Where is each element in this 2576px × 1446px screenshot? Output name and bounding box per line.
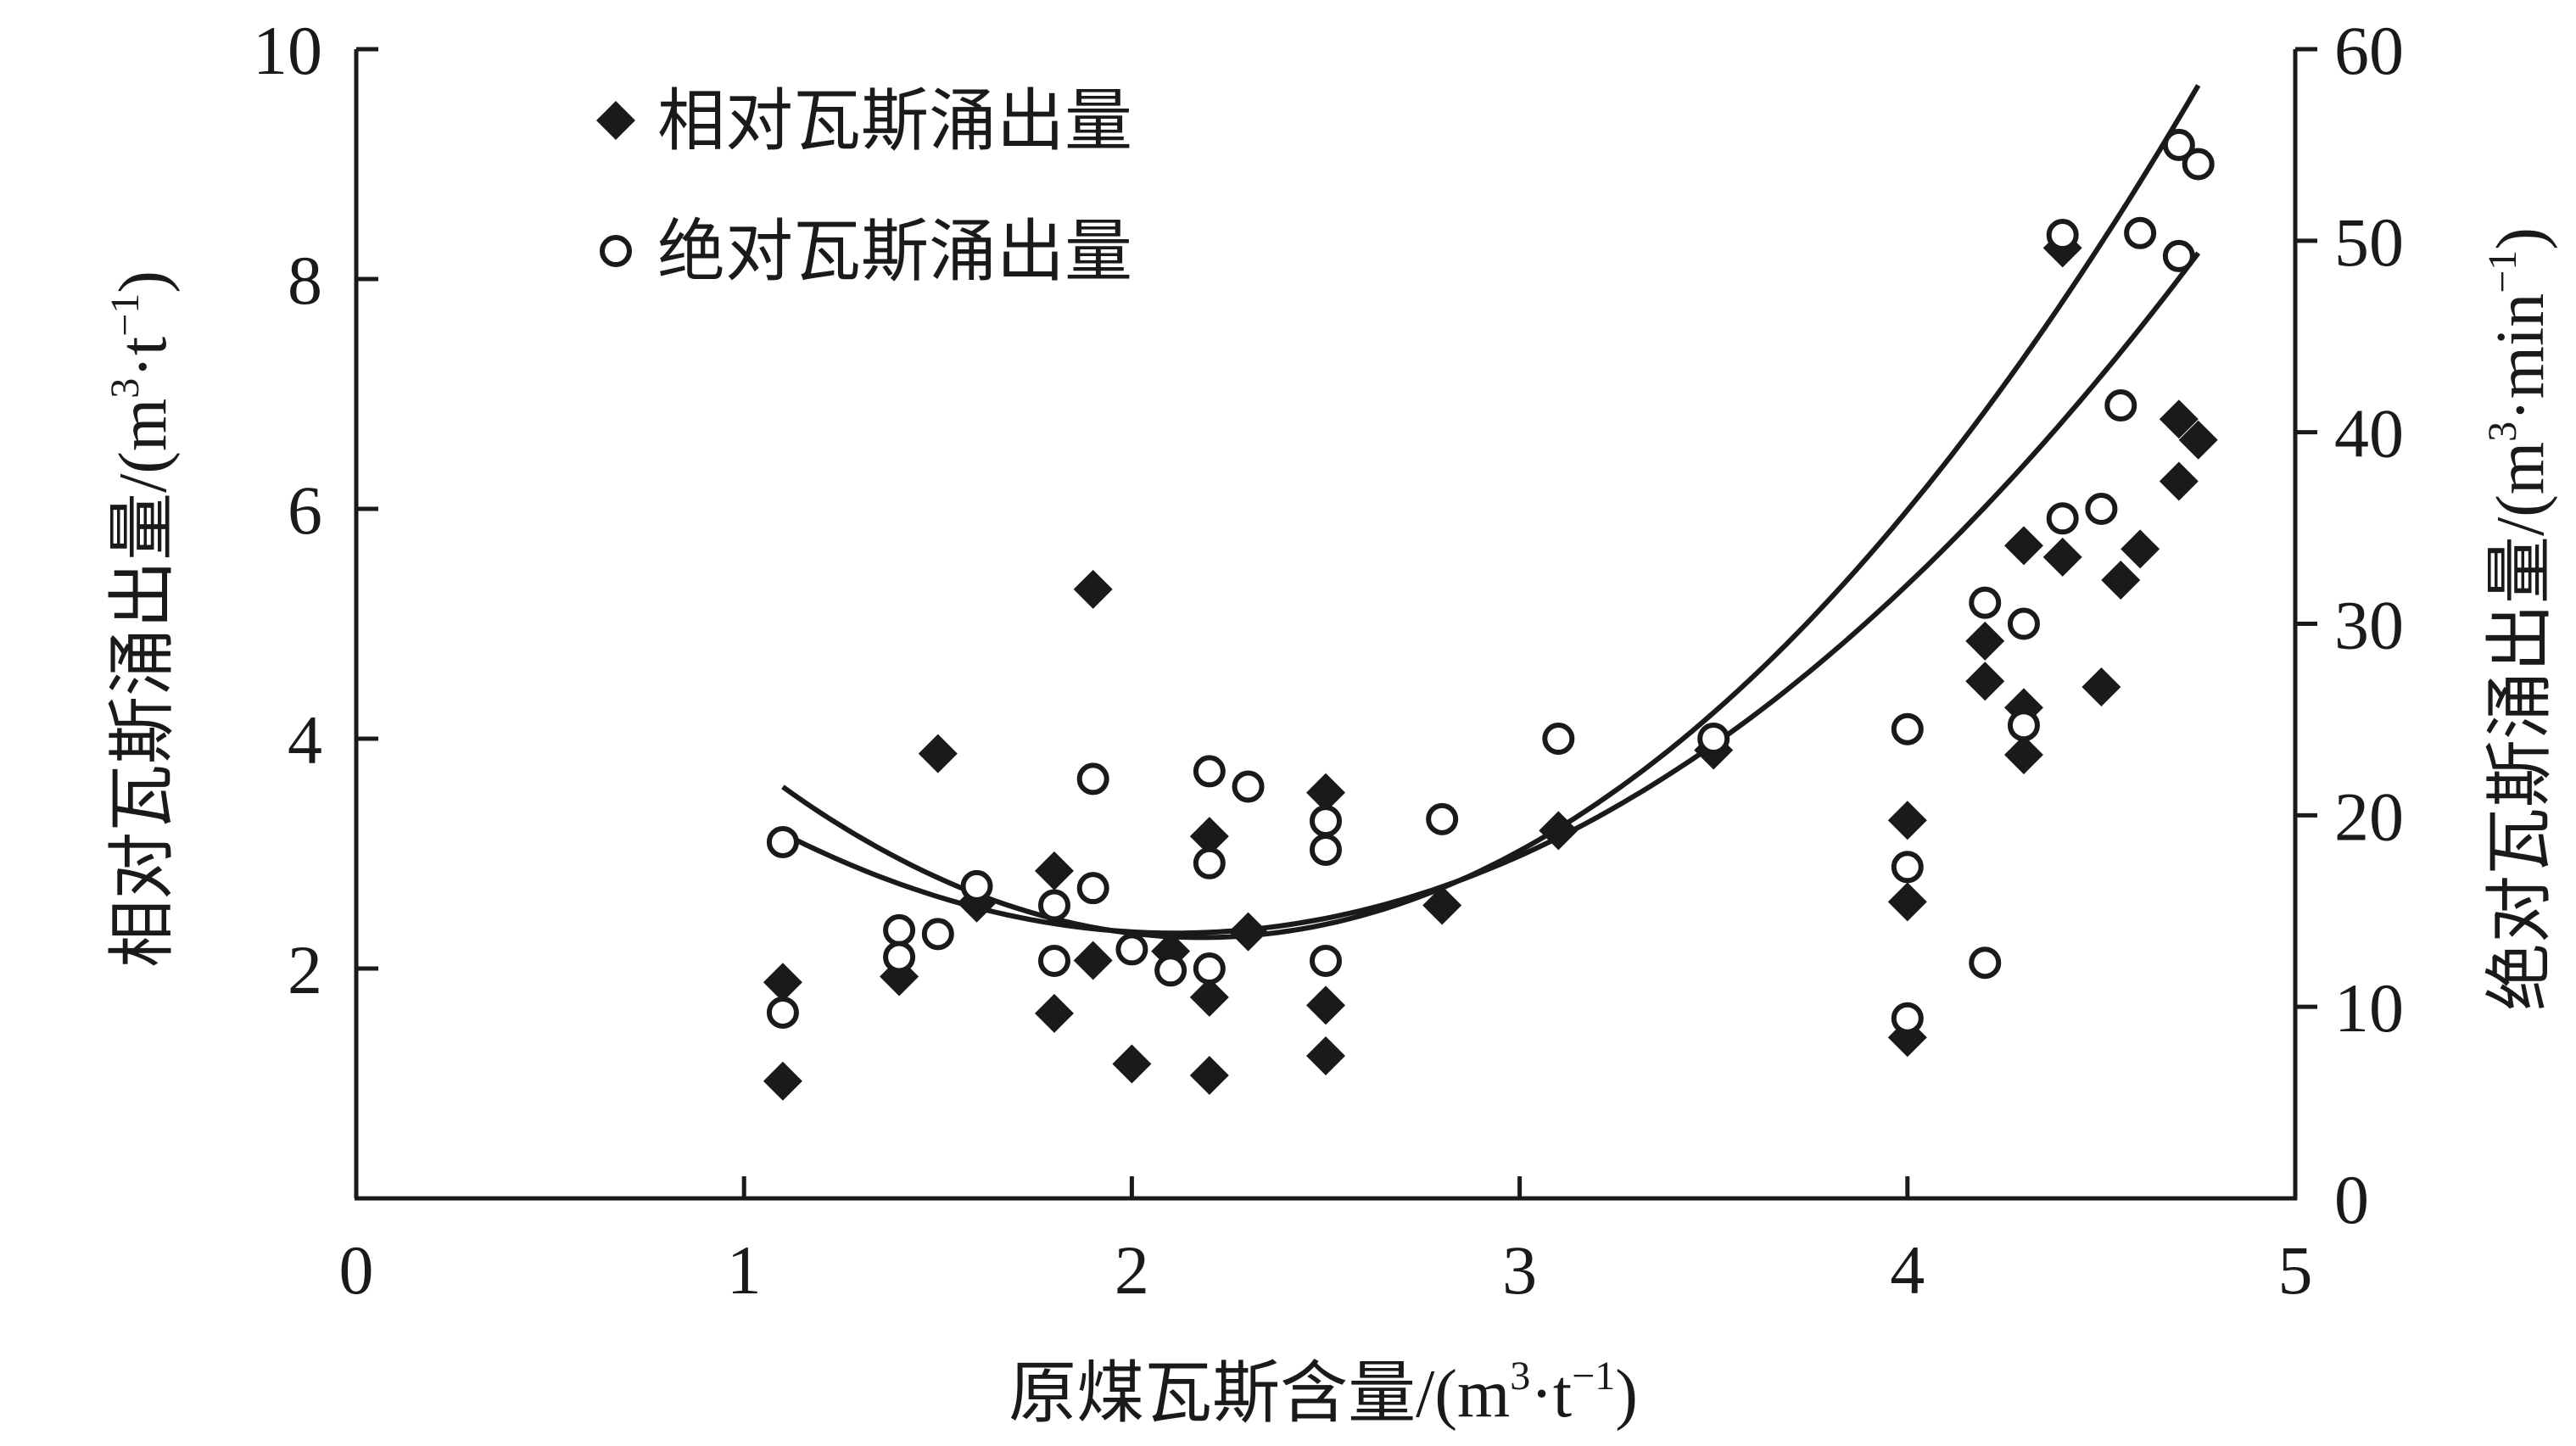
relative-emission-point bbox=[1887, 801, 1927, 840]
absolute-emission-point bbox=[1697, 723, 1730, 755]
absolute-emission-point bbox=[1969, 586, 2002, 619]
legend-label-relative: 相对瓦斯涌出量 bbox=[657, 85, 1132, 159]
absolute-emission-point bbox=[2162, 128, 2195, 161]
fit-curves bbox=[781, 84, 2201, 941]
relative-emission-point bbox=[1539, 811, 1579, 851]
relative-emission-point bbox=[1306, 773, 1345, 812]
x-tick-label: 0 bbox=[339, 1231, 374, 1309]
relative-emission-point bbox=[1112, 1044, 1152, 1084]
relative-emission-point bbox=[1965, 621, 2005, 661]
left-y-tick-label: 2 bbox=[288, 931, 322, 1008]
absolute-emission-point bbox=[1037, 889, 1070, 922]
absolute-emission-point bbox=[1542, 723, 1575, 755]
absolute-emission-point bbox=[766, 996, 799, 1029]
absolute-emission-point bbox=[1891, 851, 1924, 884]
relative-emission-point bbox=[2178, 420, 2218, 460]
absolute-emission-point bbox=[2162, 239, 2195, 272]
absolute-emission-point bbox=[883, 941, 916, 974]
relative-emission-point bbox=[763, 963, 802, 1002]
left-y-tick-label: 10 bbox=[253, 12, 322, 89]
absolute-emission-point bbox=[1076, 872, 1109, 905]
absolute-emission-point bbox=[2085, 493, 2118, 525]
relative-emission-point bbox=[2003, 526, 2043, 566]
absolute-emission-point bbox=[2182, 148, 2215, 181]
right-y-tick-label: 20 bbox=[2334, 778, 2404, 855]
x-tick-label: 4 bbox=[1890, 1231, 1925, 1309]
absolute-emission-point bbox=[1969, 946, 2002, 980]
relative-emission-point bbox=[2121, 529, 2160, 569]
relative-emission-point bbox=[1422, 885, 1462, 925]
absolute-emission-point bbox=[1076, 762, 1109, 796]
axis-ticks bbox=[356, 47, 2317, 1198]
relative-emission-point bbox=[2042, 537, 2082, 577]
absolute-emission-point bbox=[2007, 607, 2040, 640]
relative-emission-point bbox=[1034, 993, 1074, 1033]
absolute-emission-point bbox=[2046, 219, 2079, 252]
absolute-emission-point bbox=[1037, 944, 1070, 977]
absolute-emission-point bbox=[2046, 502, 2079, 535]
relative-emission-point bbox=[2159, 399, 2199, 439]
relative-emission-point bbox=[1189, 1056, 1229, 1096]
absolute-emission-point bbox=[1891, 1002, 1924, 1035]
legend-label-absolute: 绝对瓦斯涌出量 bbox=[657, 215, 1132, 290]
absolute-emission-point bbox=[766, 825, 799, 858]
relative-emission-point bbox=[2003, 734, 2043, 774]
relative-emission-point bbox=[2159, 461, 2199, 501]
absolute-emission-point bbox=[1115, 933, 1148, 966]
relative-emission-point bbox=[2101, 561, 2141, 600]
absolute-emission-point bbox=[883, 913, 916, 946]
right-y-tick-label: 30 bbox=[2334, 587, 2404, 664]
relative-emission-point bbox=[1073, 941, 1113, 980]
tick-labels: 0 1 2 3 4 5 2 4 6 8 10 0 10 20 30 40 50 60 bbox=[253, 12, 2404, 1309]
absolute-emission-point bbox=[921, 918, 954, 951]
relative-emission-point bbox=[1306, 1036, 1345, 1075]
right-y-tick-label: 0 bbox=[2334, 1161, 2369, 1238]
absolute-emission-point bbox=[1310, 833, 1342, 866]
absolute-emission-point bbox=[2124, 216, 2157, 249]
relative-emission-point bbox=[1306, 985, 1345, 1025]
right-y-tick-label: 50 bbox=[2334, 204, 2404, 281]
absolute-emission-point bbox=[1193, 755, 1226, 788]
relative-emission-point bbox=[1034, 851, 1074, 890]
x-tick-label: 2 bbox=[1115, 1231, 1149, 1309]
absolute-emission-point bbox=[1154, 954, 1187, 987]
absolute-emission-point bbox=[2007, 709, 2040, 742]
relative-emission-point bbox=[1189, 977, 1229, 1017]
absolute-emission-point bbox=[1193, 952, 1226, 985]
left-y-tick-label: 8 bbox=[288, 242, 322, 319]
legend-marker-relative bbox=[596, 101, 635, 140]
left-y-tick-label: 6 bbox=[288, 472, 322, 549]
right-y-tick-label: 10 bbox=[2334, 969, 2404, 1047]
x-tick-label: 1 bbox=[727, 1231, 762, 1309]
absolute-emission-point bbox=[960, 869, 993, 902]
x-tick-label: 5 bbox=[2278, 1231, 2313, 1309]
right-y-tick-label: 40 bbox=[2334, 395, 2404, 472]
data-points bbox=[763, 128, 2218, 1101]
absolute-emission-point bbox=[1193, 846, 1226, 879]
relative-emission-point bbox=[1189, 817, 1229, 857]
absolute-emission-point bbox=[1310, 944, 1342, 977]
left-y-tick-label: 4 bbox=[288, 701, 322, 779]
relative-emission-point bbox=[918, 734, 958, 773]
relative-emission-point bbox=[763, 1061, 802, 1101]
relative-emission-point bbox=[1073, 569, 1113, 609]
absolute-emission-point bbox=[1310, 805, 1342, 838]
relative-emission-point bbox=[2081, 667, 2121, 707]
relative-emission-point bbox=[1887, 882, 1927, 922]
left-y-axis-title: 相对瓦斯涌出量/(m3·t−1) bbox=[103, 271, 181, 968]
fit-curve bbox=[781, 84, 2201, 941]
absolute-emission-point bbox=[1891, 712, 1924, 745]
absolute-emission-point bbox=[1232, 770, 1265, 803]
absolute-emission-point bbox=[2104, 389, 2137, 422]
right-y-axis-title: 绝对瓦斯涌出量/(m3·min−1) bbox=[2480, 227, 2558, 1011]
relative-emission-point bbox=[1228, 912, 1268, 952]
legend: 相对瓦斯涌出量 绝对瓦斯涌出量 bbox=[596, 85, 1132, 290]
legend-marker-absolute bbox=[600, 235, 632, 267]
absolute-emission-point bbox=[1426, 802, 1459, 835]
x-tick-label: 3 bbox=[1502, 1231, 1537, 1309]
x-axis-title: 原煤瓦斯含量/(m3·t−1) bbox=[1009, 1354, 1638, 1432]
relative-emission-point bbox=[1965, 662, 2005, 701]
right-y-tick-label: 60 bbox=[2334, 12, 2404, 89]
